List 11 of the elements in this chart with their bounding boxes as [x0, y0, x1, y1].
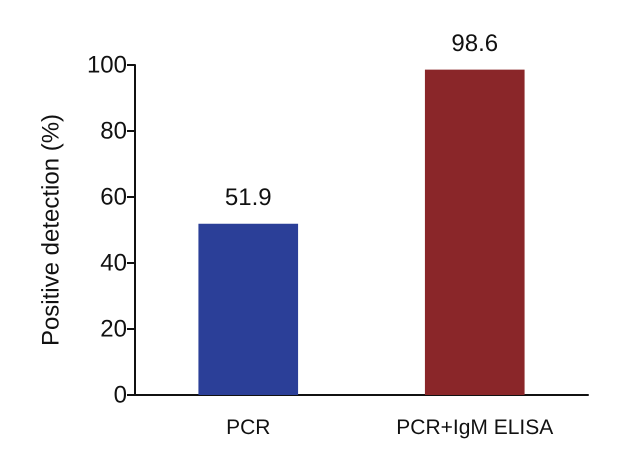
y-tick-label: 40	[100, 250, 127, 276]
x-tick-label: PCR	[226, 416, 270, 439]
data-label: 51.9	[224, 184, 272, 212]
y-axis-title: Positive detection (%)	[38, 114, 64, 346]
y-tick-label: 0	[114, 382, 127, 408]
y-tick-label: 60	[100, 184, 127, 210]
data-label: 98.6	[451, 30, 498, 58]
x-tick-label: PCR+IgM ELISA	[396, 416, 554, 439]
y-tick-label: 20	[100, 316, 127, 342]
y-tick-label: 80	[100, 118, 127, 144]
y-tick-label: 100	[86, 52, 127, 78]
